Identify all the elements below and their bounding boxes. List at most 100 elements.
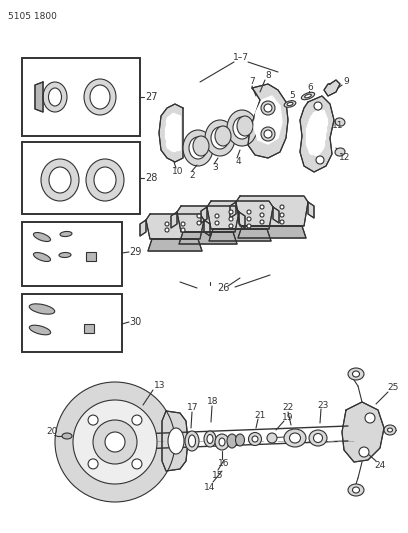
Ellipse shape — [248, 432, 262, 446]
Ellipse shape — [348, 368, 364, 380]
Polygon shape — [146, 214, 204, 239]
Polygon shape — [300, 96, 334, 172]
Polygon shape — [239, 212, 245, 228]
Circle shape — [365, 413, 375, 423]
Polygon shape — [179, 232, 237, 244]
Polygon shape — [324, 80, 340, 96]
Circle shape — [260, 220, 264, 224]
Polygon shape — [165, 113, 181, 152]
Ellipse shape — [264, 130, 272, 138]
Ellipse shape — [211, 127, 229, 149]
Ellipse shape — [205, 120, 235, 156]
Text: 6: 6 — [307, 83, 313, 92]
Text: 14: 14 — [204, 482, 216, 491]
Circle shape — [229, 210, 233, 214]
Circle shape — [132, 415, 142, 425]
Polygon shape — [207, 201, 273, 229]
Circle shape — [260, 213, 264, 217]
Text: 26: 26 — [217, 283, 229, 293]
Ellipse shape — [43, 82, 67, 112]
Text: 25: 25 — [387, 384, 399, 392]
Ellipse shape — [188, 435, 195, 447]
Text: 30: 30 — [129, 317, 141, 327]
Ellipse shape — [287, 102, 293, 106]
Ellipse shape — [388, 428, 392, 432]
Polygon shape — [35, 82, 43, 112]
Ellipse shape — [335, 148, 345, 156]
Text: 19: 19 — [282, 414, 294, 423]
Ellipse shape — [62, 433, 72, 439]
Ellipse shape — [215, 126, 231, 146]
Circle shape — [280, 205, 284, 209]
Ellipse shape — [94, 167, 116, 193]
Ellipse shape — [353, 487, 359, 493]
Ellipse shape — [207, 434, 213, 443]
Circle shape — [132, 459, 142, 469]
Ellipse shape — [353, 371, 359, 377]
Text: 21: 21 — [254, 410, 266, 419]
Ellipse shape — [267, 433, 277, 443]
Text: 4: 4 — [235, 157, 241, 166]
Circle shape — [197, 214, 201, 218]
Ellipse shape — [185, 431, 199, 451]
Polygon shape — [209, 229, 271, 241]
Text: 8: 8 — [265, 71, 271, 80]
Ellipse shape — [49, 88, 62, 106]
Circle shape — [314, 102, 322, 110]
Circle shape — [88, 459, 98, 469]
Polygon shape — [177, 206, 239, 232]
Circle shape — [247, 224, 251, 228]
Text: 24: 24 — [375, 461, 386, 470]
Text: 11: 11 — [332, 120, 344, 130]
Circle shape — [215, 214, 219, 218]
Text: 16: 16 — [218, 458, 230, 467]
Ellipse shape — [189, 137, 207, 159]
Ellipse shape — [290, 433, 301, 443]
Ellipse shape — [252, 436, 258, 442]
Bar — [22, 58, 140, 136]
Circle shape — [359, 447, 369, 457]
Ellipse shape — [284, 101, 296, 107]
Polygon shape — [273, 207, 279, 223]
Bar — [22, 294, 122, 352]
Ellipse shape — [90, 85, 110, 109]
Polygon shape — [306, 110, 328, 156]
Text: 5: 5 — [289, 92, 295, 101]
Text: 10: 10 — [172, 167, 184, 176]
Text: 18: 18 — [207, 398, 219, 407]
Ellipse shape — [237, 116, 253, 136]
Circle shape — [105, 432, 125, 452]
Ellipse shape — [33, 253, 51, 262]
Circle shape — [247, 210, 251, 214]
Ellipse shape — [29, 325, 51, 335]
Text: 7: 7 — [249, 77, 255, 86]
Circle shape — [165, 228, 169, 232]
Polygon shape — [140, 220, 146, 236]
Ellipse shape — [348, 484, 364, 496]
Ellipse shape — [309, 430, 327, 446]
Circle shape — [229, 224, 233, 228]
Text: 5105 1800: 5105 1800 — [8, 12, 57, 21]
Polygon shape — [204, 220, 210, 236]
Polygon shape — [162, 411, 188, 471]
Bar — [22, 142, 140, 214]
Ellipse shape — [84, 79, 116, 115]
Circle shape — [215, 221, 219, 225]
Ellipse shape — [264, 104, 272, 112]
Bar — [84, 324, 94, 333]
Circle shape — [93, 420, 137, 464]
Polygon shape — [342, 402, 384, 462]
Ellipse shape — [302, 92, 315, 100]
Ellipse shape — [335, 118, 345, 126]
Text: 9: 9 — [343, 77, 349, 86]
Polygon shape — [236, 196, 308, 226]
Text: 15: 15 — [212, 471, 224, 480]
Polygon shape — [230, 202, 236, 218]
Polygon shape — [171, 212, 177, 228]
Ellipse shape — [33, 232, 51, 241]
Ellipse shape — [41, 159, 79, 201]
Ellipse shape — [261, 127, 275, 141]
Polygon shape — [238, 226, 306, 238]
Ellipse shape — [59, 253, 71, 257]
Text: 17: 17 — [187, 403, 199, 413]
